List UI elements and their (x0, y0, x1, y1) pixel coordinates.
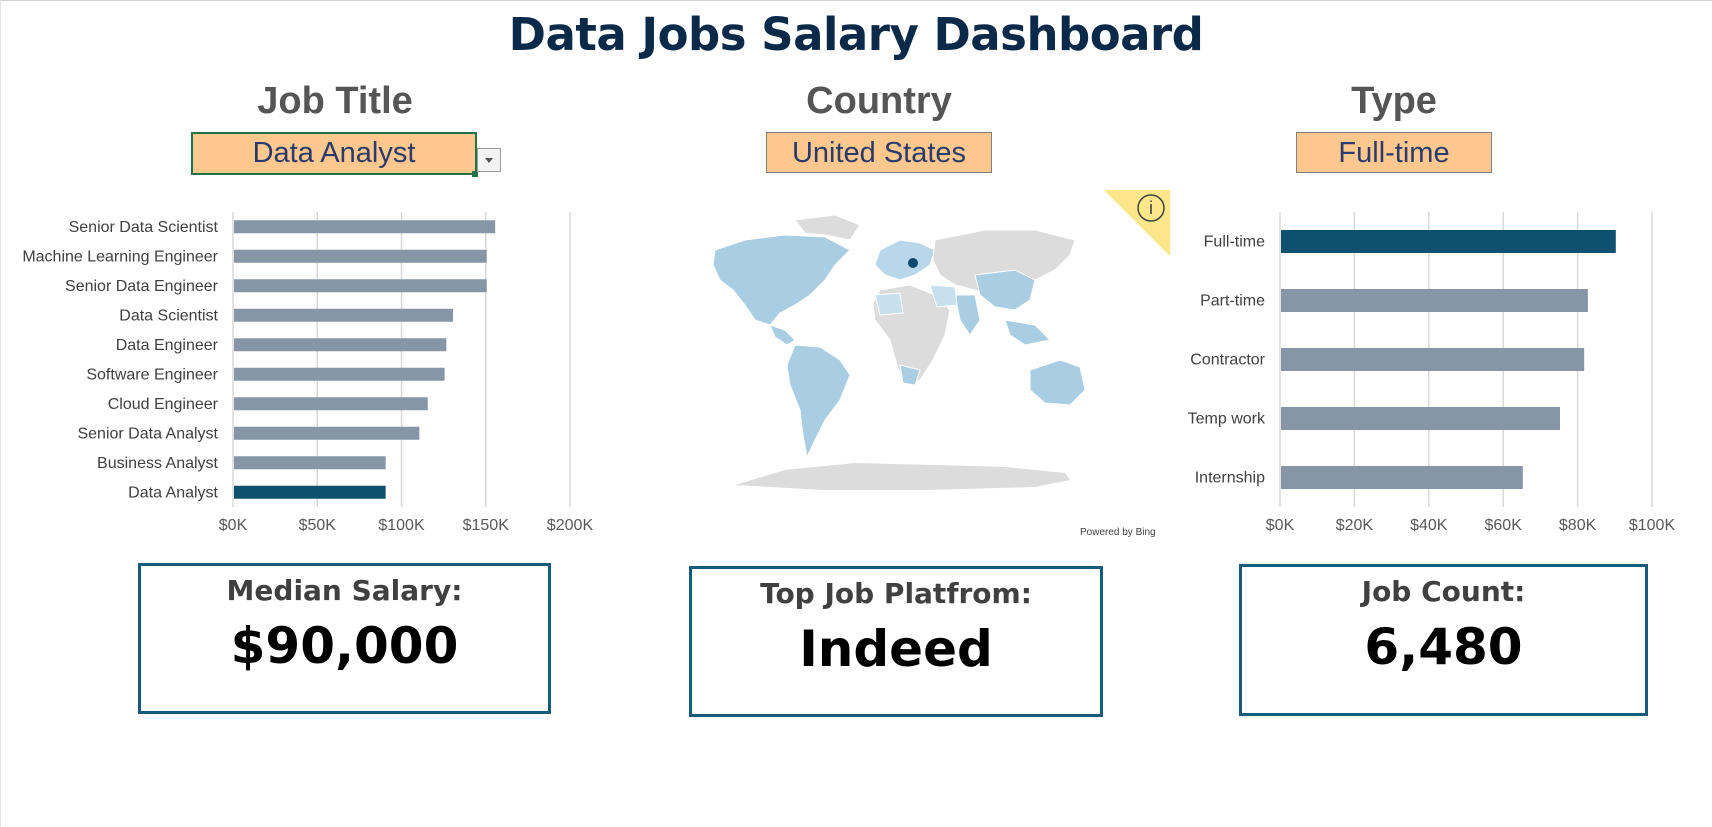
india-region (954, 294, 981, 336)
svg-text:i: i (1149, 198, 1153, 218)
bar[interactable] (234, 308, 454, 322)
antarctica-region (735, 463, 1070, 490)
top-platform-label: Top Job Platfrom: (760, 577, 1032, 610)
bar[interactable] (1281, 407, 1560, 430)
x-tick-label: $40K (1410, 517, 1448, 534)
bar[interactable] (234, 397, 428, 411)
bar[interactable] (234, 249, 487, 263)
x-tick-label: $50K (299, 517, 337, 534)
bar[interactable] (234, 485, 386, 499)
south-america-region (786, 344, 851, 459)
info-icon[interactable] (1137, 194, 1165, 222)
category-label: Data Analyst (128, 484, 218, 501)
bar[interactable] (1281, 289, 1588, 312)
bar[interactable] (234, 367, 445, 381)
powered-by-bing: Powered by Bing (1080, 527, 1156, 538)
category-label: Senior Data Analyst (77, 425, 218, 442)
bar[interactable] (234, 338, 447, 352)
category-label: Part-time (1200, 293, 1265, 310)
selection-handle[interactable] (472, 171, 478, 177)
north-africa-region (874, 292, 904, 316)
category-label: Data Scientist (119, 307, 218, 324)
southeast-asia-region (1004, 319, 1052, 346)
country-label: Country (806, 80, 952, 122)
top-border (0, 0, 1712, 1)
job-title-salary-chart: $0K $50K $100K $150K $200K Senior Data Scient… (22, 212, 594, 534)
country-filter[interactable]: United States (766, 132, 992, 173)
type-salary-chart: $0K $20K $40K $60K $80K $100K Full-time Part-ti… (1188, 212, 1676, 534)
bar[interactable] (234, 456, 386, 470)
category-label: Cloud Engineer (108, 396, 219, 413)
bar[interactable] (234, 220, 496, 234)
type-label: Type (1351, 80, 1437, 122)
x-tick-label: $150K (463, 517, 510, 534)
central-america-region (769, 324, 796, 346)
europe-region (874, 239, 936, 281)
top-platform-card: Top Job Platfrom: Indeed (689, 566, 1103, 717)
category-label: Full-time (1204, 234, 1265, 251)
job-title-dropdown-button[interactable] (477, 148, 501, 172)
median-salary-card: Median Salary: $90,000 (138, 563, 551, 714)
bar[interactable] (234, 426, 420, 440)
left-border (0, 0, 1, 827)
median-salary-label: Median Salary: (226, 574, 463, 607)
southern-africa-region (899, 364, 921, 386)
job-count-label: Job Count: (1361, 575, 1526, 608)
x-tick-label: $20K (1336, 517, 1374, 534)
north-america-region (712, 234, 851, 326)
x-tick-label: $80K (1559, 517, 1597, 534)
x-tick-label: $200K (547, 517, 594, 534)
job-title-filter[interactable]: Data Analyst (191, 132, 477, 175)
map-info-corner[interactable]: i (1104, 190, 1170, 261)
x-tick-label: $0K (219, 517, 248, 534)
x-tick-label: $60K (1485, 517, 1523, 534)
category-label: Data Engineer (116, 337, 219, 354)
bar[interactable] (1281, 466, 1523, 489)
world-map[interactable] (675, 195, 1155, 495)
job-title-label: Job Title (257, 80, 413, 122)
greenland-region (794, 214, 861, 241)
type-filter[interactable]: Full-time (1296, 132, 1492, 173)
category-label: Temp work (1188, 411, 1266, 428)
selected-country-marker (908, 258, 918, 268)
australia-region (1029, 359, 1086, 406)
dashboard-title: Data Jobs Salary Dashboard (508, 8, 1204, 61)
category-label: Internship (1195, 470, 1265, 487)
middle-east-region (929, 284, 958, 308)
x-tick-label: $100K (1629, 517, 1676, 534)
category-label: Senior Data Engineer (65, 278, 219, 295)
job-count-value: 6,480 (1364, 618, 1523, 676)
category-label: Machine Learning Engineer (22, 248, 218, 265)
category-label: Contractor (1190, 352, 1265, 369)
category-label: Software Engineer (86, 366, 218, 383)
bar[interactable] (1281, 230, 1616, 253)
x-tick-label: $0K (1266, 517, 1295, 534)
median-salary-value: $90,000 (230, 617, 459, 675)
top-platform-value: Indeed (799, 620, 993, 678)
east-asia-region (974, 269, 1036, 311)
job-count-card: Job Count: 6,480 (1239, 564, 1648, 716)
x-tick-label: $100K (378, 517, 425, 534)
bar[interactable] (234, 279, 487, 293)
category-label: Business Analyst (97, 455, 219, 472)
bar[interactable] (1281, 348, 1585, 371)
category-label: Senior Data Scientist (69, 219, 219, 236)
